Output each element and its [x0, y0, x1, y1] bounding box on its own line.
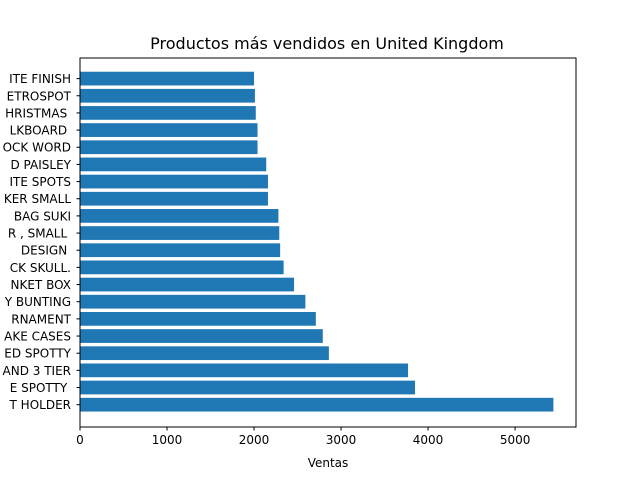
- y-tick-label: BAG SUKI: [10, 209, 71, 223]
- bar: [80, 363, 409, 378]
- y-tick-label: HRISTMAS: [5, 106, 71, 120]
- x-tick-label: 3000: [326, 433, 357, 447]
- bar: [80, 140, 258, 155]
- bar: [80, 397, 554, 412]
- bar: [80, 329, 323, 343]
- x-tick-label: 4000: [413, 433, 444, 447]
- y-tick-label: ITE SPOTS: [9, 175, 71, 189]
- bar: [80, 209, 279, 223]
- y-tick-label: KER SMALL: [4, 192, 71, 206]
- bar: [80, 294, 306, 309]
- x-axis-label: Ventas: [308, 456, 349, 470]
- y-tick-label: T HOLDER: [9, 398, 71, 412]
- bar: [80, 380, 416, 395]
- bar: [80, 191, 268, 206]
- x-axis-ticks: 0 1000 2000 3000 4000 5000: [76, 427, 530, 447]
- y-tick-label: DESIGN: [13, 244, 71, 258]
- y-tick-label: R , SMALL: [8, 227, 71, 241]
- bar: [80, 106, 256, 120]
- y-axis-ticks: T HOLDER E SPOTTY AND 3 TIER ED SPOTTY AKE …: [3, 72, 80, 412]
- x-tick-label: 5000: [500, 433, 531, 447]
- bar: [80, 123, 258, 137]
- chart-title: Productos más vendidos en United Kingdom: [150, 34, 504, 53]
- y-tick-label: LKBOARD: [10, 124, 71, 138]
- y-tick-label: D PAISLEY: [11, 158, 72, 172]
- bar: [80, 346, 329, 361]
- bar: [80, 71, 255, 86]
- y-tick-label: CK SKULL.: [10, 261, 71, 275]
- y-tick-label: ED SPOTTY: [4, 347, 71, 361]
- y-tick-label: RNAMENT: [11, 312, 71, 326]
- bar: [80, 174, 268, 189]
- bar: [80, 226, 280, 240]
- y-tick-label: ETROSPOT: [7, 89, 72, 103]
- y-tick-label: NKET BOX: [11, 278, 72, 292]
- bar: [80, 243, 281, 258]
- y-tick-label: OCK WORD: [3, 141, 71, 155]
- x-tick-label: 2000: [239, 433, 270, 447]
- y-tick-label: ITE FINISH: [9, 72, 71, 86]
- bar: [80, 312, 316, 326]
- y-tick-label: E SPOTTY: [10, 381, 71, 395]
- bar: [80, 88, 255, 103]
- bar: [80, 157, 267, 172]
- bar: [80, 277, 295, 292]
- x-tick-label: 0: [76, 433, 84, 447]
- x-tick-label: 1000: [152, 433, 183, 447]
- y-tick-label: AKE CASES: [4, 330, 71, 344]
- y-tick-label: Y BUNTING: [4, 295, 71, 309]
- y-tick-label: AND 3 TIER: [3, 364, 71, 378]
- plot-frame: [79, 57, 577, 428]
- bars-group: [80, 71, 554, 412]
- bar: [80, 260, 284, 275]
